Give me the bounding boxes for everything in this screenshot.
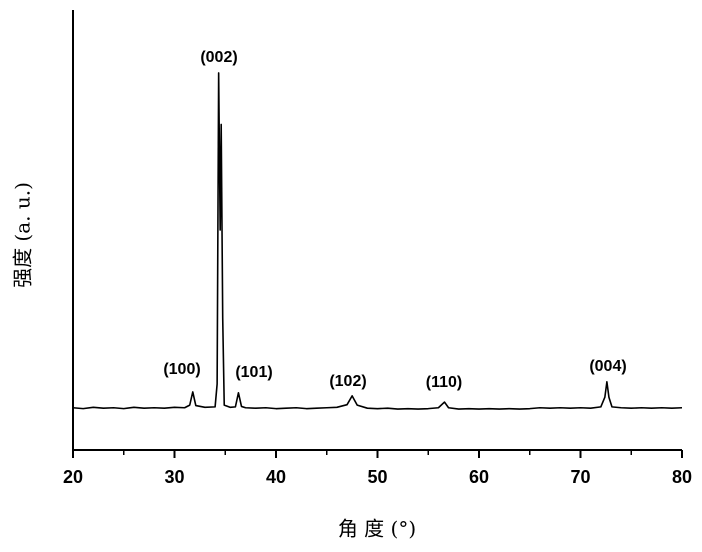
x-axis-label: 角 度 (°) bbox=[338, 517, 416, 541]
x-tick-label: 70 bbox=[570, 467, 590, 487]
peak-annotation: (004) bbox=[589, 358, 626, 375]
peak-annotation: (100) bbox=[163, 361, 200, 378]
peak-annotation: (002) bbox=[200, 49, 237, 66]
y-axis-label: 强度 (a. u.) bbox=[11, 182, 35, 288]
chart: 角 度 (°) 强度 (a. u.) 20 30 40 50 60 70 80 (100) (0… bbox=[0, 0, 702, 552]
x-tick-label: 40 bbox=[266, 467, 286, 487]
x-tick-label: 80 bbox=[672, 467, 692, 487]
peak-annotation: (110) bbox=[426, 374, 462, 391]
peak-annotation: (102) bbox=[329, 373, 366, 390]
x-tick-label: 60 bbox=[469, 467, 489, 487]
peak-annotation: (101) bbox=[235, 364, 272, 381]
x-tick-label: 50 bbox=[367, 467, 387, 487]
x-tick-label: 20 bbox=[63, 467, 83, 487]
x-tick-label: 30 bbox=[164, 467, 184, 487]
